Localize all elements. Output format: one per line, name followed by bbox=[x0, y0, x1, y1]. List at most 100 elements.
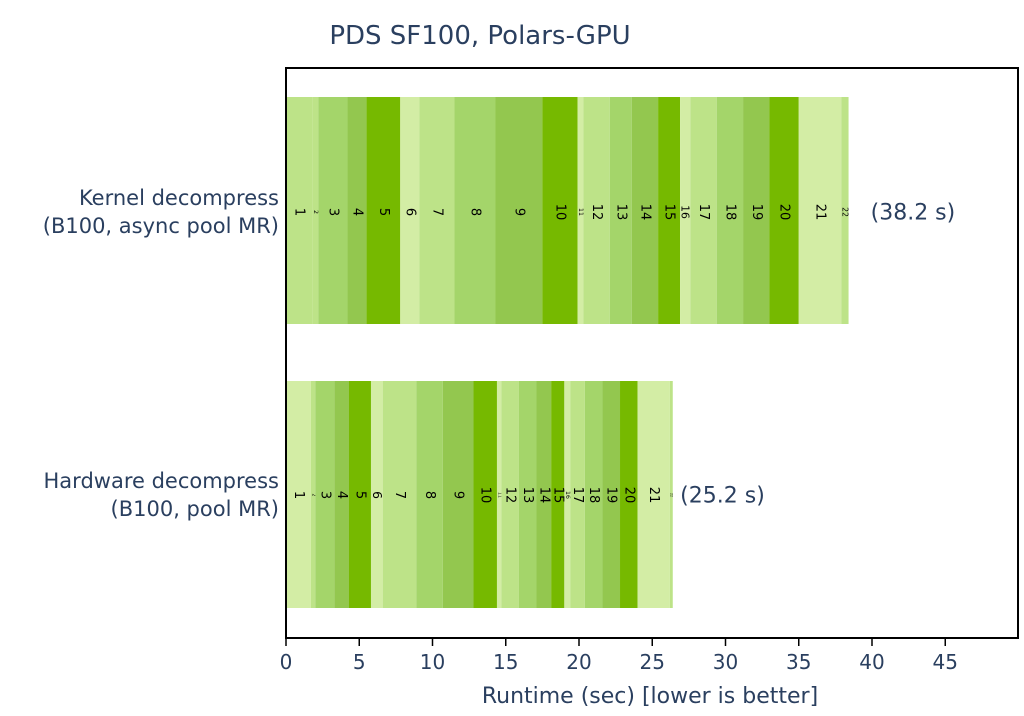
segment-label: 14 bbox=[536, 487, 551, 504]
bar-segment bbox=[602, 381, 621, 608]
segment-label: 5 bbox=[352, 491, 367, 499]
segment-label: 6 bbox=[402, 208, 417, 216]
bar-segment bbox=[286, 381, 311, 608]
y-category-label: (B100, pool MR) bbox=[111, 497, 279, 521]
segment-label: 8 bbox=[467, 208, 482, 216]
segment-label: 21 bbox=[646, 487, 661, 504]
x-tick-label: 5 bbox=[353, 650, 366, 674]
segment-label: 1 bbox=[291, 491, 306, 499]
chart-title: PDS SF100, Polars-GPU bbox=[329, 21, 630, 51]
segment-label: 16 bbox=[564, 491, 571, 499]
bar-segment bbox=[349, 381, 371, 608]
segment-label: 2 bbox=[311, 494, 317, 497]
bar-segment bbox=[400, 97, 420, 324]
segment-label: 17 bbox=[696, 204, 711, 221]
bar-segment bbox=[609, 97, 632, 324]
x-tick-label: 45 bbox=[933, 650, 958, 674]
bar-segment bbox=[416, 381, 443, 608]
bar-segment bbox=[370, 381, 383, 608]
x-tick-label: 25 bbox=[640, 650, 665, 674]
segment-label: 7 bbox=[392, 491, 407, 499]
segment-label: 9 bbox=[511, 208, 526, 216]
y-axis-categories: Kernel decompress (B100, async pool MR) Ha… bbox=[43, 186, 279, 521]
x-tick-label: 15 bbox=[493, 650, 518, 674]
bar-segment bbox=[743, 97, 770, 324]
bar-segment bbox=[495, 97, 543, 324]
bar-segment bbox=[669, 381, 673, 608]
bar-segment bbox=[841, 97, 849, 324]
bar-segment bbox=[570, 381, 585, 608]
x-axis-ticks: 0 5 10 15 20 25 30 35 40 45 bbox=[280, 638, 958, 674]
bar-segment bbox=[442, 381, 474, 608]
bar-segment bbox=[536, 381, 552, 608]
segment-label: 9 bbox=[451, 491, 466, 499]
bar-segment bbox=[454, 97, 496, 324]
segment-label: 8 bbox=[422, 491, 437, 499]
bar-segment bbox=[680, 97, 691, 324]
segment-label: 7 bbox=[429, 208, 444, 216]
bar-segment bbox=[473, 381, 497, 608]
bar-segment bbox=[769, 97, 799, 324]
segment-label: 3 bbox=[317, 491, 332, 499]
segment-label: 13 bbox=[520, 487, 535, 504]
bar-segment bbox=[286, 97, 313, 324]
x-tick-label: 20 bbox=[566, 650, 591, 674]
bar-segment bbox=[583, 97, 610, 324]
bar-segment bbox=[631, 97, 659, 324]
bar-segment bbox=[518, 381, 537, 608]
segment-label: 4 bbox=[334, 491, 349, 499]
x-tick-label: 30 bbox=[713, 650, 738, 674]
segment-label: 2 bbox=[312, 210, 319, 214]
bar-segment bbox=[312, 97, 319, 324]
segment-label: 12 bbox=[503, 487, 518, 504]
segment-label: 3 bbox=[325, 208, 340, 216]
x-axis-title: Runtime (sec) [lower is better] bbox=[482, 684, 818, 709]
bars-layer: 1 2 3 4 5 6 7 8 9 10 11 12 13 14 15 16 17 18 19 20 21 22 (38.2… bbox=[286, 97, 955, 608]
bar-segment bbox=[347, 97, 367, 324]
bar-segment bbox=[310, 381, 316, 608]
segment-label: 6 bbox=[370, 491, 384, 499]
x-tick-label: 10 bbox=[420, 650, 445, 674]
segment-label: 17 bbox=[570, 487, 585, 504]
segment-label: 5 bbox=[376, 208, 391, 216]
x-tick-label: 0 bbox=[280, 650, 293, 674]
bar-total-label: (25.2 s) bbox=[680, 484, 765, 509]
segment-label: 15 bbox=[662, 204, 677, 221]
bar-segment bbox=[637, 381, 670, 608]
y-category-label: Kernel decompress bbox=[79, 186, 279, 210]
bar-segment bbox=[798, 97, 842, 324]
segment-label: 13 bbox=[613, 204, 628, 221]
bar-segment bbox=[620, 381, 638, 608]
segment-label: 16 bbox=[679, 205, 692, 219]
bar-segment bbox=[318, 97, 348, 324]
segment-label: 11 bbox=[577, 208, 584, 216]
y-category-label: Hardware decompress bbox=[44, 469, 279, 493]
segment-label: 15 bbox=[550, 487, 565, 504]
bar-segment bbox=[419, 97, 455, 324]
segment-label: 1 bbox=[292, 208, 307, 216]
segment-label: 21 bbox=[812, 204, 827, 221]
segment-label: 18 bbox=[586, 487, 601, 504]
bar-segment bbox=[334, 381, 349, 608]
bar-segment bbox=[542, 97, 578, 324]
segment-label: 20 bbox=[621, 487, 636, 504]
bar-segment bbox=[564, 381, 571, 608]
bar-total-label: (38.2 s) bbox=[871, 201, 956, 226]
bar-segment bbox=[315, 381, 335, 608]
segment-label: 14 bbox=[637, 204, 652, 221]
bar-segment bbox=[501, 381, 519, 608]
segment-label: 12 bbox=[589, 204, 604, 221]
bar-segment bbox=[551, 381, 565, 608]
bar-segment bbox=[716, 97, 744, 324]
segment-label: 20 bbox=[777, 204, 792, 221]
segment-label: 18 bbox=[722, 204, 737, 221]
segment-label: 19 bbox=[604, 487, 619, 504]
segment-label: 19 bbox=[749, 204, 764, 221]
bar-segment bbox=[577, 97, 584, 324]
segment-label: 11 bbox=[497, 492, 503, 498]
segment-label: 22 bbox=[669, 493, 673, 497]
segment-label: 10 bbox=[478, 487, 493, 504]
x-tick-label: 35 bbox=[786, 650, 811, 674]
